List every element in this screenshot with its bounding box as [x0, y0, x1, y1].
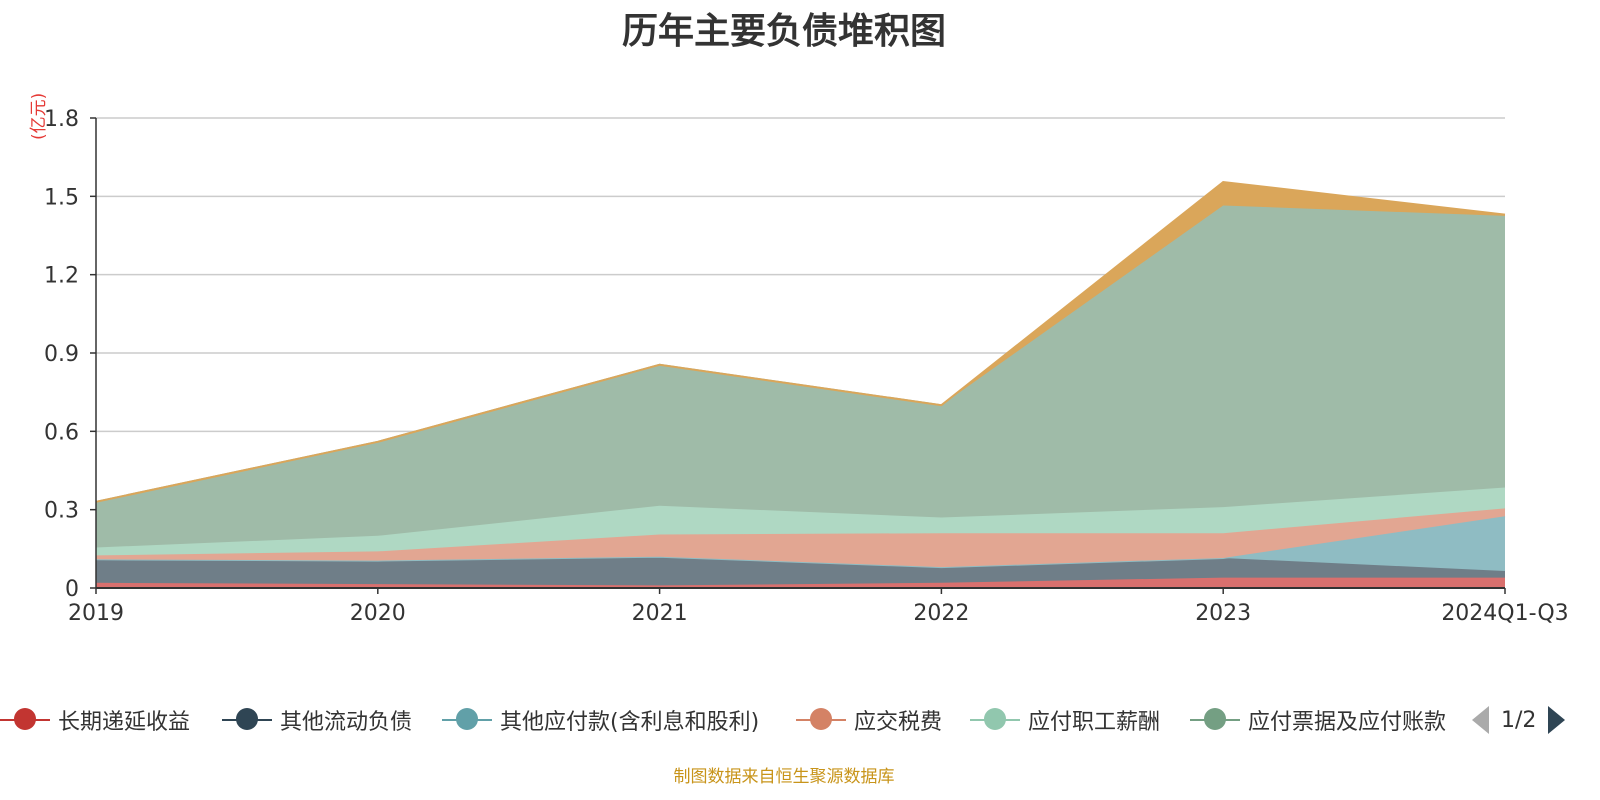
y-axis-unit-label: (亿元) — [29, 92, 49, 140]
pager-text: 1/2 — [1501, 707, 1537, 733]
axes: 0 0.3 0.6 0.9 1.2 1.5 1.8 2019 2020 2021 2022 2023 2… — [44, 107, 1569, 626]
legend: 长期递延收益 其他流动负债 其他应付款(含利息和股利) 应交税费 应付职工薪酬 应付票据及… — [0, 700, 1600, 740]
stacked-area-chart: 0 0.3 0.6 0.9 1.2 1.5 1.8 2019 2020 2021 2022 2023 2… — [44, 107, 1569, 626]
legend-label: 其他应付款(含利息和股利) — [500, 710, 760, 735]
legend-item[interactable]: 其他应付款(含利息和股利) — [442, 700, 759, 740]
legend-marker-icon — [222, 700, 272, 740]
x-tick-label: 2024Q1-Q3 — [1441, 601, 1568, 626]
area-series-5 — [96, 487, 1505, 556]
area-series-2 — [96, 556, 1505, 586]
legend-marker-icon — [1190, 700, 1240, 740]
area-series — [95, 180, 1506, 588]
legend-label: 长期递延收益 — [58, 710, 191, 735]
legend-label: 应付票据及应付账款 — [1248, 710, 1447, 735]
legend-marker-icon — [0, 700, 50, 740]
chart-title: 历年主要负债堆积图 — [621, 11, 946, 52]
pager-prev-arrow-icon[interactable] — [1472, 706, 1489, 734]
area-series-6 — [96, 205, 1505, 548]
legend-item[interactable]: 长期递延收益 — [0, 700, 190, 740]
legend-pager: 1/2 — [1472, 702, 1566, 738]
area-series-4 — [96, 508, 1505, 568]
legend-label: 应交税费 — [854, 710, 943, 735]
series-line-7 — [95, 180, 1506, 503]
y-tick-label: 0.6 — [44, 420, 79, 445]
x-tick-label: 2019 — [68, 601, 124, 626]
y-tick-label: 1.2 — [44, 264, 79, 289]
legend-item[interactable]: 应交税费 — [796, 700, 942, 740]
legend-label: 其他流动负债 — [280, 710, 413, 735]
x-tick-label: 2021 — [632, 601, 688, 626]
y-tick-label: 0 — [65, 577, 79, 602]
legend-marker-icon — [970, 700, 1020, 740]
y-tick-label: 0.9 — [44, 342, 79, 367]
legend-item[interactable]: 应付票据及应付账款 — [1190, 700, 1452, 740]
data-source-note: 制图数据来自恒生聚源数据库 — [673, 767, 895, 787]
x-tick-label: 2023 — [1195, 601, 1251, 626]
legend-item[interactable]: 其他流动负债 — [222, 700, 412, 740]
x-tick-label: 2022 — [913, 601, 969, 626]
legend-item[interactable]: 应付职工薪酬 — [970, 700, 1160, 740]
x-tick-label: 2020 — [350, 601, 406, 626]
legend-label: 应付职工薪酬 — [1028, 710, 1161, 735]
y-tick-label: 1.5 — [44, 185, 79, 210]
pager-next-arrow-icon[interactable] — [1548, 706, 1566, 734]
legend-marker-icon — [442, 700, 492, 740]
legend-marker-icon — [796, 700, 846, 740]
y-tick-label: 1.8 — [44, 107, 79, 132]
y-tick-label: 0.3 — [44, 499, 79, 524]
